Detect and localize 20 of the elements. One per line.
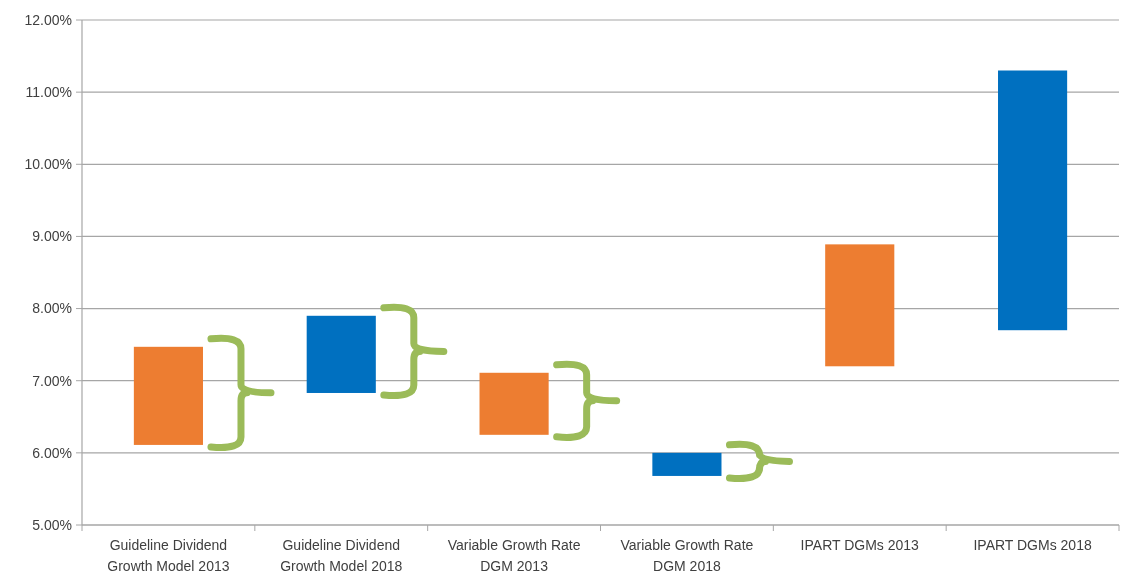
y-tick-label: 11.00%	[25, 84, 72, 101]
bar	[825, 244, 895, 367]
x-tick-label: Variable Growth Rate DGM 2013	[447, 537, 581, 574]
y-tick-label: 8.00%	[32, 300, 72, 317]
bar	[998, 70, 1068, 331]
x-tick-label: Guideline Dividend Growth Model 2013	[107, 537, 230, 574]
x-tick-label: Variable Growth Rate DGM 2018	[620, 537, 754, 574]
y-tick-label: 6.00%	[32, 444, 72, 461]
y-tick-label: 9.00%	[32, 228, 72, 245]
bar	[306, 315, 376, 393]
x-tick-label: IPART DGMs 2018	[973, 537, 1092, 553]
x-tick-label: Guideline Dividend Growth Model 2018	[280, 537, 403, 574]
bar	[133, 346, 203, 445]
bar	[479, 372, 549, 435]
y-tick-label: 12.00%	[24, 11, 72, 28]
y-tick-label: 7.00%	[32, 372, 72, 389]
y-tick-label: 10.00%	[24, 156, 72, 173]
x-tick-label: IPART DGMs 2013	[800, 537, 920, 553]
bar	[652, 452, 722, 476]
y-tick-label: 5.00%	[32, 516, 72, 533]
